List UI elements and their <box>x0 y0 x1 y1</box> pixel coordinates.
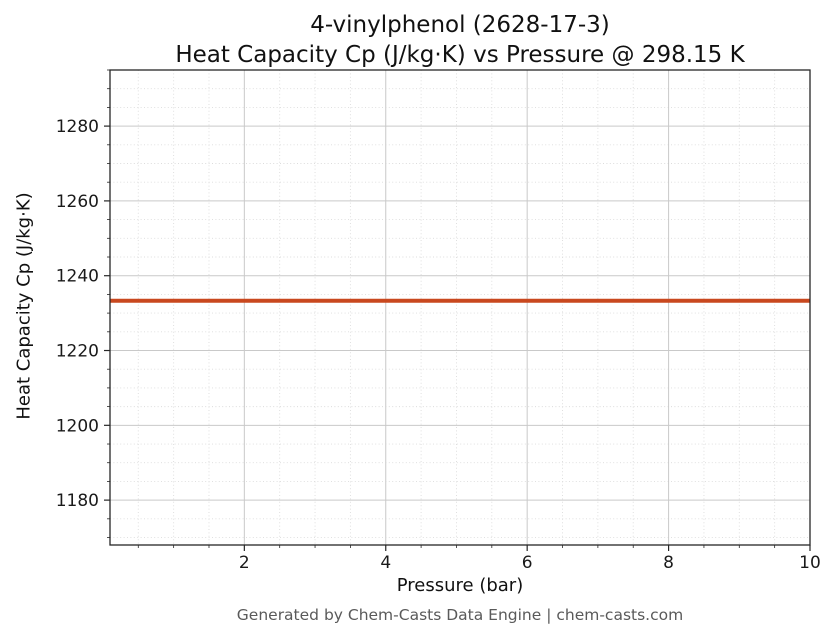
y-tick-label: 1180 <box>56 491 99 511</box>
y-tick-label: 1220 <box>56 342 99 362</box>
chart-title-line1: 4-vinylphenol (2628-17-3) <box>310 12 610 38</box>
x-tick-label: 8 <box>663 553 674 573</box>
chart-title: 4-vinylphenol (2628-17-3) Heat Capacity … <box>110 10 810 70</box>
y-axis-label: Heat Capacity Cp (J/kg·K) <box>13 192 35 420</box>
x-tick-label: 10 <box>799 553 821 573</box>
y-tick-labels: 1180 1200 1220 1240 1260 1280 <box>56 117 99 511</box>
plot-border <box>109 69 811 546</box>
minor-gridlines <box>110 69 810 545</box>
x-tick-label: 4 <box>380 553 391 573</box>
x-axis-label: Pressure (bar) <box>396 575 524 596</box>
axis-ticks <box>104 69 811 551</box>
x-tick-label: 2 <box>239 553 250 573</box>
x-tick-labels: 2 4 6 8 10 <box>239 553 821 573</box>
y-tick-label: 1280 <box>56 117 99 137</box>
y-tick-label: 1240 <box>56 267 99 287</box>
footer-text: Generated by Chem-Casts Data Engine | ch… <box>236 606 684 624</box>
major-gridlines <box>110 70 811 545</box>
x-tick-label: 6 <box>522 553 533 573</box>
chart-title-line2: Heat Capacity Cp (J/kg·K) vs Pressure @ … <box>175 42 745 68</box>
y-tick-label: 1200 <box>56 416 99 436</box>
y-tick-label: 1260 <box>56 192 99 212</box>
